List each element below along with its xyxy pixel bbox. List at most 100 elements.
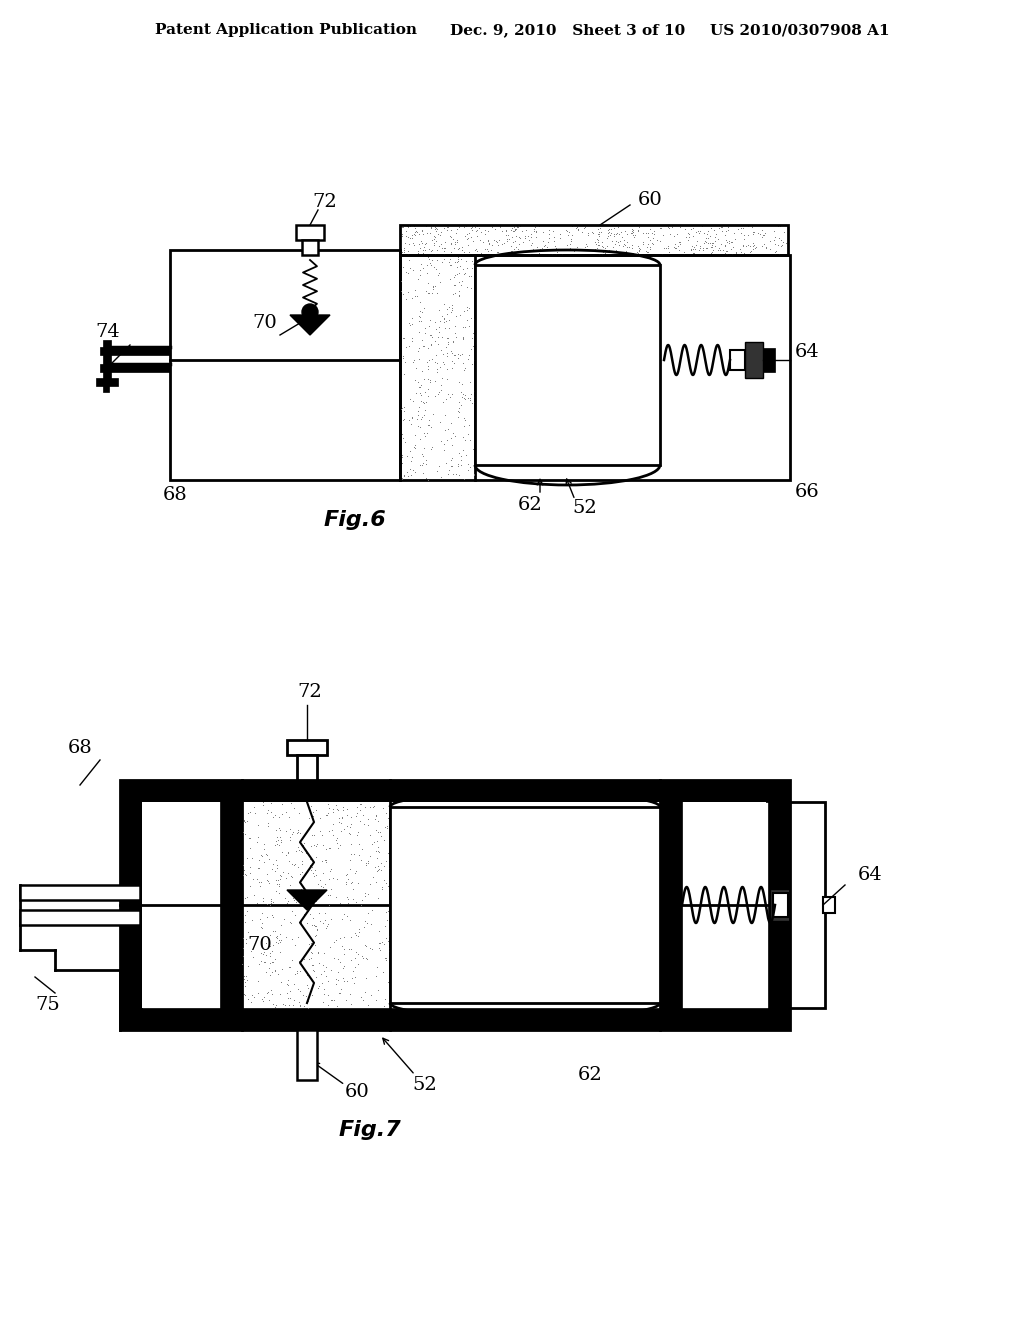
Point xyxy=(264,983,281,1005)
Point xyxy=(601,218,617,239)
Point xyxy=(609,216,626,238)
Point xyxy=(429,249,445,271)
Point xyxy=(408,218,424,239)
Point xyxy=(413,384,429,405)
Point xyxy=(631,240,647,261)
Point xyxy=(284,928,300,949)
Point xyxy=(547,236,563,257)
Point xyxy=(707,231,723,252)
Point xyxy=(417,381,433,403)
Point xyxy=(451,238,467,259)
Point xyxy=(303,857,319,878)
Point xyxy=(444,298,461,319)
Point xyxy=(279,801,295,822)
Point xyxy=(743,216,760,238)
Point xyxy=(321,821,337,842)
Point xyxy=(455,240,471,261)
Point xyxy=(466,465,482,486)
Point xyxy=(368,965,384,986)
Point xyxy=(321,894,337,915)
Point xyxy=(439,331,456,352)
Point xyxy=(592,220,608,242)
Point xyxy=(697,238,714,259)
Point xyxy=(282,826,298,847)
Point xyxy=(438,453,455,474)
Point xyxy=(331,982,347,1003)
Point xyxy=(702,218,719,239)
Point xyxy=(430,333,446,354)
Point xyxy=(268,994,285,1015)
Point xyxy=(546,230,562,251)
Point xyxy=(291,803,307,824)
Point xyxy=(454,381,470,403)
Point xyxy=(444,228,461,249)
Point xyxy=(429,282,445,304)
Point xyxy=(402,413,419,434)
Point xyxy=(403,327,420,348)
Point xyxy=(446,234,463,255)
Point xyxy=(255,891,271,912)
Point xyxy=(368,804,384,825)
Point xyxy=(655,224,672,246)
Point xyxy=(456,264,472,285)
Point xyxy=(464,257,480,279)
Point xyxy=(745,222,762,243)
Point xyxy=(266,834,283,855)
Point xyxy=(307,846,324,867)
Point xyxy=(720,216,736,238)
Point xyxy=(345,843,361,865)
Point xyxy=(465,322,481,343)
Point xyxy=(268,830,285,851)
Point xyxy=(442,412,459,433)
Point xyxy=(376,829,392,850)
Point xyxy=(240,989,256,1010)
Point xyxy=(664,216,680,238)
Text: 62: 62 xyxy=(578,1067,602,1084)
Point xyxy=(294,850,310,871)
Point xyxy=(414,220,430,242)
Point xyxy=(507,218,523,239)
Point xyxy=(395,466,412,487)
Point xyxy=(520,224,537,246)
Point xyxy=(269,834,286,855)
Point xyxy=(336,903,352,924)
Point xyxy=(501,228,517,249)
Point xyxy=(361,825,378,846)
Point xyxy=(307,888,324,909)
Point xyxy=(270,807,287,828)
Point xyxy=(563,230,580,251)
Point xyxy=(635,223,651,244)
Point xyxy=(486,218,503,239)
Point xyxy=(376,829,392,850)
Point xyxy=(584,244,600,265)
Point xyxy=(469,224,485,246)
Point xyxy=(359,903,376,924)
Point xyxy=(412,376,428,397)
Point xyxy=(344,871,360,892)
Point xyxy=(255,833,271,854)
Point xyxy=(713,216,729,238)
Point xyxy=(580,224,596,246)
Point xyxy=(298,880,314,902)
Point xyxy=(393,399,410,420)
Point xyxy=(632,239,648,260)
Point xyxy=(451,401,467,422)
Point xyxy=(639,234,655,255)
Point xyxy=(412,428,428,449)
Point xyxy=(267,850,284,871)
Point xyxy=(404,351,421,372)
Point xyxy=(451,371,467,392)
Point xyxy=(286,890,302,911)
Point xyxy=(458,215,474,236)
Point xyxy=(703,243,720,264)
Point xyxy=(394,256,411,277)
Point xyxy=(263,888,280,909)
Bar xyxy=(100,364,170,372)
Point xyxy=(523,232,540,253)
Point xyxy=(394,467,411,488)
Point xyxy=(546,227,562,248)
Point xyxy=(290,927,306,948)
Point xyxy=(479,240,496,261)
Point xyxy=(351,793,368,814)
Point xyxy=(449,232,465,253)
